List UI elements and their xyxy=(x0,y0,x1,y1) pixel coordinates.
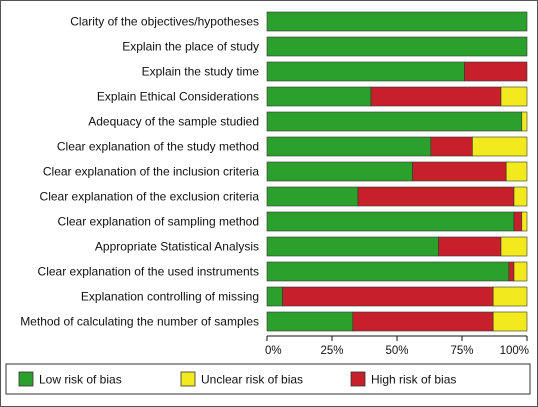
bar-segment-low-risk-of-bias xyxy=(266,61,465,82)
category-label: Explanation controlling of missing xyxy=(81,290,259,304)
legend-swatch xyxy=(350,371,366,387)
x-tick-label: 0% xyxy=(265,345,282,357)
bar-segment-low-risk-of-bias xyxy=(266,36,528,57)
legend-box xyxy=(5,363,531,395)
category-label: Adequacy of the sample studied xyxy=(88,115,259,129)
bar-segment-low-risk-of-bias xyxy=(266,236,439,257)
category-label: Method of calculating the number of samp… xyxy=(20,315,259,329)
bar-segment-high-risk-of-bias xyxy=(352,311,494,332)
bar-segment-high-risk-of-bias xyxy=(412,161,507,182)
category-label: Appropriate Statistical Analysis xyxy=(95,240,259,254)
bar-segment-high-risk-of-bias xyxy=(513,211,523,232)
category-label: Clear explanation of the used instrument… xyxy=(38,265,259,279)
bar-segment-low-risk-of-bias xyxy=(266,161,413,182)
legend-label: Unclear risk of bias xyxy=(201,373,303,387)
category-label: Clear explanation of the exclusion crite… xyxy=(40,190,260,204)
bar-segment-unclear-risk-of-bias xyxy=(472,136,528,157)
bar-segment-unclear-risk-of-bias xyxy=(505,161,528,182)
bar-segment-unclear-risk-of-bias xyxy=(492,311,528,332)
category-label: Clear explanation of the inclusion crite… xyxy=(43,165,259,179)
x-tick-label: 75% xyxy=(450,345,473,357)
category-label: Explain the study time xyxy=(142,65,260,79)
bar-segment-unclear-risk-of-bias xyxy=(521,111,528,132)
bar-segment-unclear-risk-of-bias xyxy=(500,236,528,257)
bar-segment-low-risk-of-bias xyxy=(266,86,372,107)
bar-segment-unclear-risk-of-bias xyxy=(513,186,528,207)
category-label: Clarity of the objectives/hypotheses xyxy=(70,15,259,29)
bar-segment-high-risk-of-bias xyxy=(438,236,502,257)
bar-segment-high-risk-of-bias xyxy=(370,86,502,107)
bar-segment-low-risk-of-bias xyxy=(266,311,354,332)
bar-segment-low-risk-of-bias xyxy=(266,186,359,207)
bar-segment-low-risk-of-bias xyxy=(266,11,528,32)
x-tick-label: 100% xyxy=(500,345,529,357)
bar-segment-low-risk-of-bias xyxy=(266,286,283,307)
category-label: Explain the place of study xyxy=(122,40,259,54)
bar-segment-high-risk-of-bias xyxy=(282,286,494,307)
bar-segment-high-risk-of-bias xyxy=(508,261,515,282)
bar-segment-low-risk-of-bias xyxy=(266,211,515,232)
legend-swatch xyxy=(180,371,196,387)
x-tick-label: 25% xyxy=(320,345,343,357)
bar-segment-low-risk-of-bias xyxy=(266,136,432,157)
bar-segment-high-risk-of-bias xyxy=(357,186,515,207)
category-label: Explain Ethical Considerations xyxy=(97,90,259,104)
category-label: Clear explanation of the study method xyxy=(57,140,259,154)
bar-segment-low-risk-of-bias xyxy=(266,261,510,282)
bar-segment-low-risk-of-bias xyxy=(266,111,523,132)
bar-segment-unclear-risk-of-bias xyxy=(492,286,528,307)
bar-segment-unclear-risk-of-bias xyxy=(500,86,528,107)
bar-segment-unclear-risk-of-bias xyxy=(513,261,528,282)
legend-label: Low risk of bias xyxy=(39,373,122,387)
legend-swatch xyxy=(18,371,34,387)
bar-segment-high-risk-of-bias xyxy=(430,136,473,157)
x-tick-label: 50% xyxy=(385,345,408,357)
bar-segment-high-risk-of-bias xyxy=(464,61,528,82)
legend-label: High risk of bias xyxy=(371,373,456,387)
category-label: Clear explanation of sampling method xyxy=(58,215,259,229)
bar-segment-unclear-risk-of-bias xyxy=(521,211,528,232)
